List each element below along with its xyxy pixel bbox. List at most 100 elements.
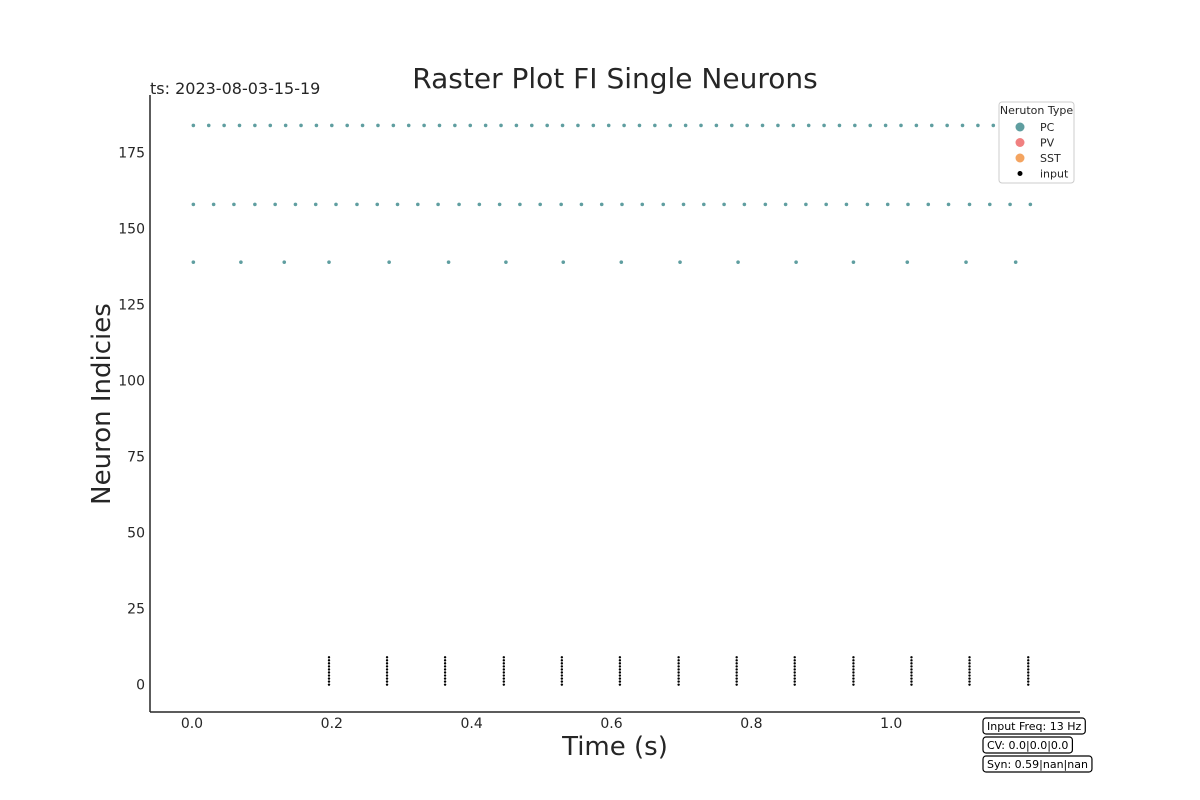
info-boxes: Input Freq: 13 Hz CV: 0.0|0.0|0.0 Syn: 0.5…	[982, 717, 1093, 773]
spike-point-input	[618, 659, 622, 662]
y-axis-label: Neuron Indicies	[87, 303, 117, 505]
spike-point-input	[793, 677, 796, 680]
spike-point-input	[852, 659, 855, 662]
spike-point-pc	[560, 123, 565, 128]
spike-point-pc	[837, 123, 842, 128]
spike-point-pc	[518, 202, 522, 207]
spike-point-input	[502, 683, 506, 686]
spike-point-pc	[237, 123, 242, 128]
spike-point-pc	[976, 123, 980, 128]
info-box-text: Input Freq: 13 Hz	[987, 720, 1082, 733]
spike-point-input	[968, 680, 971, 683]
spike-point-pc	[822, 123, 826, 128]
spike-point-pc	[1008, 202, 1012, 207]
spike-point-input	[968, 665, 971, 668]
spike-point-input	[560, 677, 564, 680]
spike-point-pc	[529, 123, 534, 128]
spike-point-input	[1027, 659, 1030, 662]
spike-point-pc	[606, 123, 611, 128]
info-box-frame	[982, 736, 1074, 754]
spike-point-input	[1027, 662, 1030, 665]
spike-point-pc	[313, 202, 318, 207]
spike-point-pc	[360, 123, 365, 128]
spike-point-pc	[668, 123, 673, 128]
spike-point-pc	[538, 202, 542, 207]
spike-point-input	[443, 671, 447, 674]
x-axis-label: Time (s)	[561, 732, 668, 762]
spike-point-pc	[926, 202, 931, 207]
spike-point-pc	[1013, 260, 1018, 264]
spike-point-input	[677, 668, 680, 671]
spike-point-pc	[206, 123, 211, 128]
spike-point-pc	[946, 202, 951, 207]
spike-point-input	[385, 674, 389, 677]
spike-point-pc	[945, 123, 949, 128]
spike-point-pc	[1028, 202, 1033, 207]
legend-frame	[998, 101, 1075, 184]
spike-point-input	[677, 656, 680, 659]
spike-point-pc	[806, 123, 811, 128]
spike-point-pc	[853, 123, 857, 128]
spike-point-input	[502, 665, 506, 668]
spike-point-input	[793, 668, 796, 671]
spike-point-input	[385, 662, 389, 665]
spike-point-input	[327, 674, 331, 677]
spike-point-pc	[268, 123, 273, 128]
spike-point-pc	[742, 202, 747, 207]
spike-point-input	[502, 656, 506, 659]
spike-point-pc	[391, 123, 396, 128]
spike-point-pc	[504, 260, 508, 264]
spike-marks	[191, 123, 1033, 686]
spike-point-input	[443, 674, 447, 677]
spike-point-pc	[559, 202, 563, 207]
spike-point-pc	[499, 123, 503, 128]
spike-point-input	[327, 665, 331, 668]
spike-point-input	[385, 671, 389, 674]
spike-point-pc	[591, 123, 596, 128]
spike-point-input	[793, 665, 796, 668]
spike-point-pc	[776, 123, 780, 128]
spike-point-input	[852, 674, 855, 677]
spike-point-input	[1027, 680, 1030, 683]
spike-point-pc	[824, 202, 828, 207]
spike-point-pc	[282, 260, 287, 264]
spike-point-pc	[497, 202, 502, 207]
spike-point-input	[910, 671, 913, 674]
x-tick-label: 0.0	[181, 716, 203, 732]
spike-point-input	[677, 665, 680, 668]
spike-point-pc	[991, 123, 996, 128]
spike-point-pc	[678, 260, 682, 264]
spike-point-pc	[375, 202, 380, 207]
spike-point-pc	[545, 123, 549, 128]
spike-point-pc	[729, 123, 734, 128]
spike-point-input	[735, 662, 738, 665]
legend-marker-pv	[1015, 138, 1025, 147]
spike-point-input	[502, 668, 506, 671]
spike-point-input	[677, 674, 680, 677]
spike-point-input	[560, 683, 564, 686]
spike-point-pc	[239, 260, 243, 264]
spike-point-input	[327, 656, 331, 659]
spike-point-input	[852, 668, 855, 671]
spike-point-input	[735, 683, 738, 686]
spike-point-pc	[899, 123, 903, 128]
spike-point-pc	[722, 202, 726, 207]
spike-point-input	[968, 671, 971, 674]
spike-point-input	[385, 659, 389, 662]
info-box-text: Syn: 0.59|nan|nan	[987, 758, 1088, 771]
spike-point-pc	[436, 202, 440, 207]
spike-point-input	[327, 668, 331, 671]
x-tick-label: 0.6	[600, 716, 622, 732]
spike-point-input	[910, 656, 913, 659]
spike-point-input	[1027, 683, 1030, 686]
spike-point-input	[502, 677, 506, 680]
spike-point-pc	[914, 123, 919, 128]
spike-point-input	[852, 683, 855, 686]
spike-point-pc	[906, 202, 910, 207]
spike-point-input	[385, 665, 389, 668]
legend-marker-pc	[1015, 122, 1025, 132]
spike-point-input	[560, 665, 564, 668]
legend-label-input: input	[1040, 168, 1069, 181]
spike-point-input	[677, 671, 680, 674]
